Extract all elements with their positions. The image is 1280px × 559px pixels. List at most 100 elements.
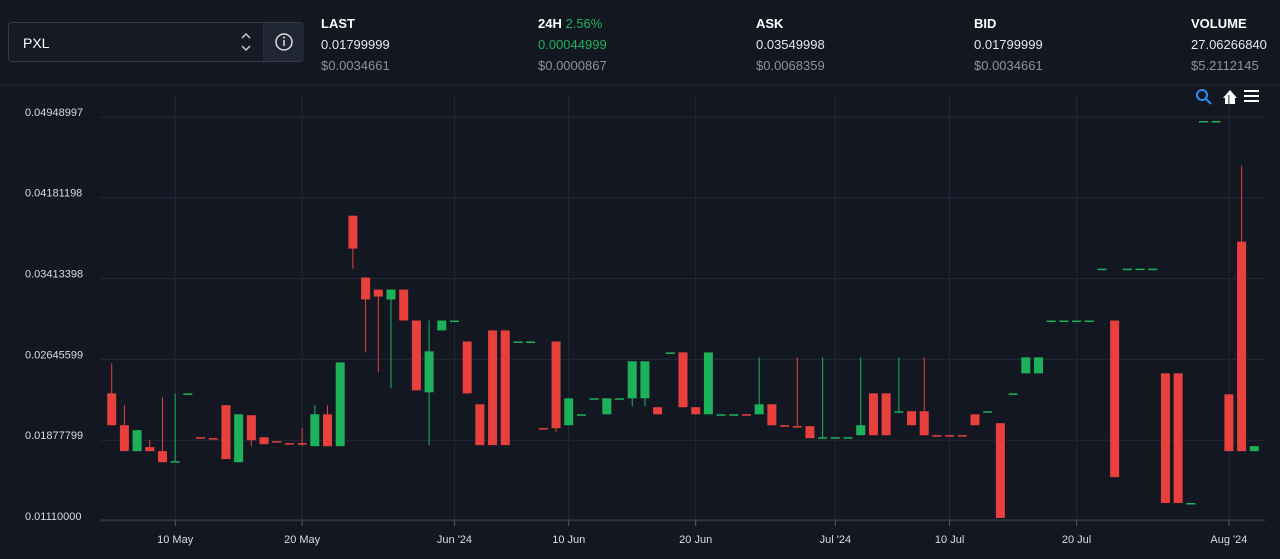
y-tick-label: 0.03413398 xyxy=(25,269,83,281)
candle-body xyxy=(157,451,167,463)
stat-usd: $0.0034661 xyxy=(321,58,390,73)
x-tick-label: 10 Jun xyxy=(552,534,585,546)
candle-body xyxy=(437,320,447,331)
candle-body xyxy=(1046,320,1056,323)
candle-body xyxy=(145,447,155,452)
candle-body xyxy=(932,435,942,437)
stat: ASK 0.03549998 $0.0068359 xyxy=(756,13,825,76)
y-tick-label: 0.01877799 xyxy=(25,430,83,442)
candle-body xyxy=(868,393,878,436)
x-tick-label: 20 Jun xyxy=(679,534,712,546)
candle-body xyxy=(475,404,485,446)
candle-body xyxy=(119,425,129,452)
x-tick-label: 10 May xyxy=(157,534,194,546)
zoom-icon[interactable] xyxy=(1196,89,1212,105)
stat-value: 0.01799999 xyxy=(321,37,390,52)
stat-label: ASK xyxy=(756,16,784,31)
stat-label-row: 24H 2.56% xyxy=(538,13,607,34)
candle-body xyxy=(170,461,180,463)
candle-body xyxy=(627,361,637,399)
candle-body xyxy=(894,411,904,413)
candle-body xyxy=(1059,320,1069,323)
candle-body xyxy=(1249,446,1259,452)
candle-body xyxy=(1211,120,1221,123)
candle-body xyxy=(310,414,320,447)
candle-body xyxy=(411,320,421,391)
candle-body xyxy=(272,441,282,443)
candle-body xyxy=(1110,320,1120,478)
stat: 24H 2.56% 0.00044999 $0.0000867 xyxy=(538,13,607,76)
candle-body xyxy=(513,341,523,343)
candle-body xyxy=(500,330,510,446)
y-tick-label: 0.01110000 xyxy=(25,511,81,523)
candle-body xyxy=(1008,393,1018,395)
stat-value: 0.03549998 xyxy=(756,37,825,52)
candle-body xyxy=(526,341,536,343)
candle-body xyxy=(945,435,955,437)
home-icon[interactable] xyxy=(1223,90,1237,104)
x-tick-label: 20 Jul xyxy=(1062,534,1091,546)
y-tick-label: 0.04181198 xyxy=(25,188,82,200)
candle-body xyxy=(132,430,142,452)
stat-usd: $5.2112145 xyxy=(1191,58,1259,73)
candle-body xyxy=(970,414,980,426)
candle-body xyxy=(792,426,802,428)
stat-usd: $0.0000867 xyxy=(538,58,607,73)
stat-label-row: LAST xyxy=(321,13,390,34)
menu-icon[interactable] xyxy=(1244,90,1259,102)
candle-body xyxy=(805,426,815,439)
stat-label-row: BID xyxy=(974,13,1043,34)
candle-body xyxy=(1135,268,1145,271)
candle-body xyxy=(716,414,726,416)
x-tick-label: Jul '24 xyxy=(820,534,851,546)
candle-body xyxy=(830,437,840,439)
candle-body xyxy=(488,330,498,446)
candle-body xyxy=(983,411,993,413)
stat-label: VOLUME xyxy=(1191,16,1247,31)
candle-body xyxy=(729,414,739,416)
candle-body xyxy=(1072,320,1082,323)
candle-body xyxy=(843,437,853,439)
x-tick-label: 10 Jul xyxy=(935,534,964,546)
candle-body xyxy=(1148,268,1158,271)
candle-body xyxy=(208,438,218,440)
candle-body xyxy=(462,341,472,394)
candle-body xyxy=(284,443,294,445)
pair-selector[interactable]: PXL xyxy=(8,22,304,63)
candle-body xyxy=(1186,503,1196,505)
candle-body xyxy=(348,215,358,249)
stat-label-row: ASK xyxy=(756,13,825,34)
x-tick-label: Jun '24 xyxy=(437,534,472,546)
candle-body xyxy=(653,407,663,415)
candle-body xyxy=(234,414,244,463)
candle-body xyxy=(678,352,688,408)
candle-body xyxy=(602,398,612,415)
candle-body xyxy=(780,425,790,427)
candle-body xyxy=(1237,241,1247,452)
candle-body xyxy=(1224,394,1234,452)
candle-body xyxy=(335,362,345,447)
candle-body xyxy=(995,423,1005,518)
candle-body xyxy=(1084,320,1094,323)
candle-body xyxy=(196,437,206,439)
stat: BID 0.01799999 $0.0034661 xyxy=(974,13,1043,76)
candle-body xyxy=(323,414,333,447)
candle-body xyxy=(576,414,586,416)
candle-body xyxy=(957,435,967,437)
candle-body xyxy=(615,398,625,400)
stat-label: 24H xyxy=(538,16,562,31)
candle-body xyxy=(589,398,599,400)
pair-name: PXL xyxy=(23,35,50,51)
stat-value: 27.06266840 xyxy=(1191,37,1267,52)
candle-body xyxy=(1033,357,1043,374)
candle-body xyxy=(551,341,561,429)
candle-body xyxy=(259,437,269,445)
candle-body xyxy=(221,405,231,460)
y-tick-label: 0.04948997 xyxy=(25,107,83,119)
stat: LAST 0.01799999 $0.0034661 xyxy=(321,13,390,76)
candle-body xyxy=(640,361,650,399)
candle-body xyxy=(1021,357,1031,374)
stat-change: 2.56% xyxy=(565,16,603,31)
